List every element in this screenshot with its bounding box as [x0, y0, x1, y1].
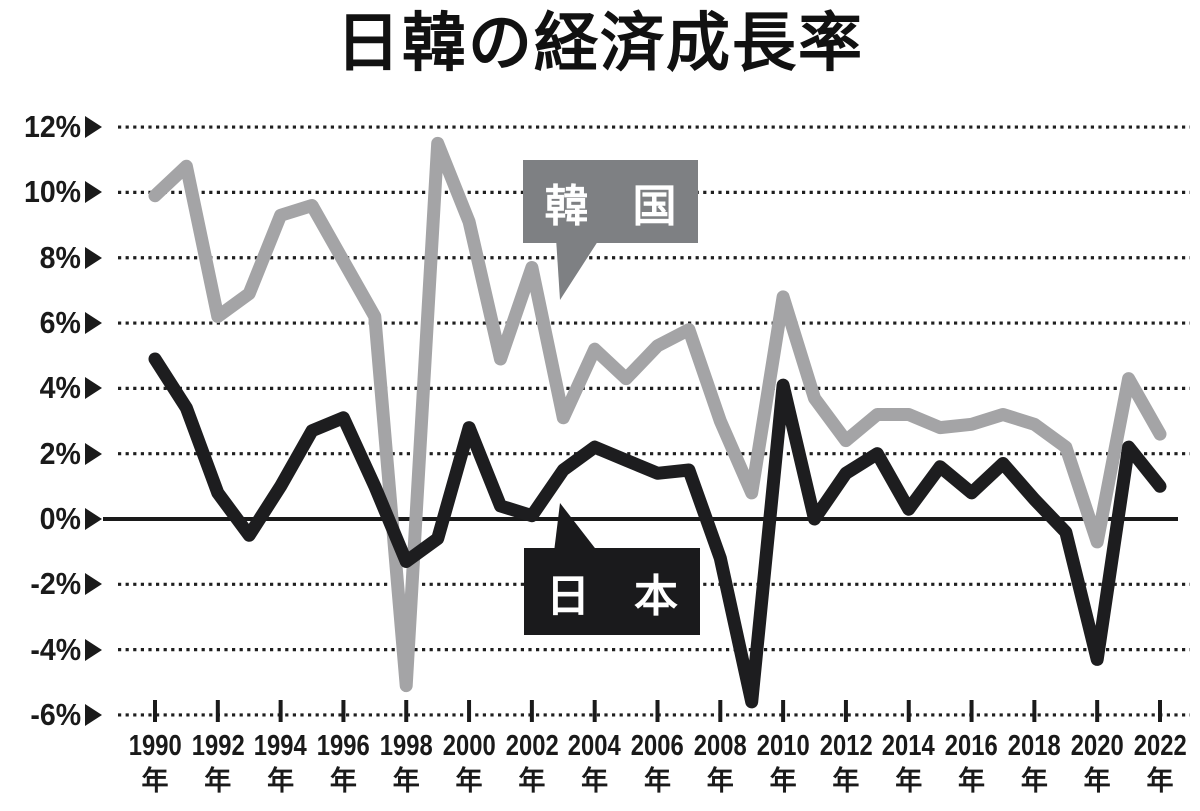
- x-axis-year-text: 2014: [882, 730, 936, 762]
- y-axis-arrow-icon: [85, 116, 102, 139]
- x-axis-year-suffix: 年: [267, 766, 295, 796]
- x-axis-year-suffix: 年: [958, 766, 986, 796]
- x-axis-label-2004: 2004 年: [553, 729, 637, 799]
- y-axis-label-text: 10%: [23, 174, 81, 210]
- y-axis-label--6pct: -6%: [0, 696, 102, 734]
- x-axis-year-text: 2020: [1070, 730, 1124, 762]
- y-axis-label-text: 0%: [39, 501, 81, 536]
- korea-line: [148, 136, 1167, 693]
- x-axis-label-2000: 2000 年: [427, 729, 511, 799]
- y-axis-arrow-icon: [85, 573, 102, 596]
- y-axis-label-text: 12%: [23, 109, 81, 145]
- x-axis-year-text: 1990: [128, 730, 182, 762]
- y-axis-label-8pct: 8%: [0, 239, 102, 277]
- x-axis-year-text: 1994: [254, 730, 308, 762]
- x-axis-year-suffix: 年: [329, 766, 357, 796]
- x-axis-label-2002: 2002 年: [490, 729, 574, 799]
- y-axis-label-text: 4%: [39, 370, 81, 406]
- x-axis-year-text: 2008: [693, 730, 747, 762]
- x-axis-year-text: 1992: [191, 730, 245, 762]
- x-axis-year-text: 2016: [945, 730, 998, 762]
- y-axis-label-6pct: 6%: [0, 304, 102, 342]
- korea-callout-tail: [556, 238, 600, 300]
- x-axis-label-2022: 2022 年: [1118, 729, 1200, 799]
- y-axis-label-text: -6%: [30, 696, 81, 732]
- y-axis-arrow-icon: [85, 442, 102, 465]
- korea-series-label: 韓 国: [544, 181, 677, 231]
- x-axis-year-text: 2004: [568, 730, 622, 762]
- x-axis-label-2012: 2012 年: [804, 729, 888, 799]
- y-axis-arrow-icon: [85, 312, 102, 335]
- x-axis-label-1996: 1996 年: [301, 729, 385, 799]
- y-axis-arrow-icon: [85, 638, 102, 661]
- x-axis-year-text: 1998: [379, 730, 433, 762]
- x-axis-label-2008: 2008 年: [678, 729, 762, 799]
- x-axis-label-1992: 1992 年: [176, 729, 260, 799]
- x-axis-label-1998: 1998 年: [364, 729, 448, 799]
- y-axis-label-10pct: 10%: [0, 173, 102, 211]
- y-axis-label-0pct: 0%: [0, 500, 102, 538]
- y-axis-label-4pct: 4%: [0, 369, 102, 407]
- y-axis-arrow-icon: [85, 703, 102, 726]
- x-axis-year-text: 2018: [1007, 730, 1061, 762]
- x-axis-label-2016: 2016 年: [930, 729, 1014, 799]
- y-axis-label-text: 8%: [39, 239, 81, 275]
- x-axis-year-suffix: 年: [706, 766, 734, 796]
- x-axis-year-suffix: 年: [1146, 766, 1174, 796]
- x-axis-year-text: 2012: [819, 730, 873, 762]
- x-axis-label-2020: 2020 年: [1055, 729, 1139, 799]
- chart-title: 日韓の経済成長率: [336, 7, 864, 79]
- x-axis-label-2006: 2006 年: [615, 729, 699, 799]
- y-axis-label-2pct: 2%: [0, 435, 102, 473]
- y-axis-label-text: 2%: [39, 435, 81, 471]
- korea-series-callout: 韓 国: [523, 160, 698, 243]
- y-axis-arrow-icon: [85, 246, 102, 269]
- y-axis-label--4pct: -4%: [0, 631, 102, 669]
- japan-series-callout: 日 本: [524, 548, 700, 635]
- x-axis-year-suffix: 年: [141, 766, 169, 796]
- x-axis-label-2018: 2018 年: [992, 729, 1076, 799]
- japan-callout-tail: [554, 503, 598, 552]
- x-axis-year-text: 2002: [505, 730, 559, 762]
- y-axis-label-text: -4%: [30, 631, 81, 667]
- x-axis-label-1990: 1990 年: [113, 729, 197, 799]
- y-axis-label-text: 6%: [39, 305, 81, 341]
- japan-series-label: 日 本: [546, 571, 678, 621]
- x-axis-year-suffix: 年: [204, 766, 232, 796]
- x-axis-year-suffix: 年: [581, 766, 609, 796]
- x-axis-year-text: 2006: [631, 730, 684, 762]
- x-axis-year-suffix: 年: [769, 766, 797, 796]
- japan-line: [148, 352, 1167, 709]
- x-axis-year-text: 2022: [1133, 730, 1187, 762]
- x-axis-year-suffix: 年: [832, 766, 860, 796]
- x-axis-year-text: 2010: [756, 730, 810, 762]
- y-axis-label--2pct: -2%: [0, 565, 102, 603]
- x-axis-label-2014: 2014 年: [867, 729, 951, 799]
- x-axis-year-suffix: 年: [455, 766, 483, 796]
- x-axis-label-1994: 1994 年: [239, 729, 323, 799]
- x-axis-year-suffix: 年: [518, 766, 546, 796]
- y-axis-label-text: -2%: [30, 566, 81, 602]
- x-axis-label-2010: 2010 年: [741, 729, 825, 799]
- x-axis-year-suffix: 年: [643, 766, 671, 796]
- x-axis-year-suffix: 年: [1083, 766, 1111, 796]
- y-axis-label-12pct: 12%: [0, 108, 102, 146]
- x-axis-year-text: 2000: [442, 730, 496, 762]
- y-axis-arrow-icon: [85, 508, 102, 530]
- x-axis-year-suffix: 年: [895, 766, 923, 796]
- x-axis-year-text: 1996: [316, 730, 370, 762]
- y-axis-arrow-icon: [85, 181, 102, 204]
- x-axis-year-suffix: 年: [392, 766, 420, 796]
- y-axis-arrow-icon: [85, 377, 102, 400]
- x-axis-year-suffix: 年: [1020, 766, 1048, 796]
